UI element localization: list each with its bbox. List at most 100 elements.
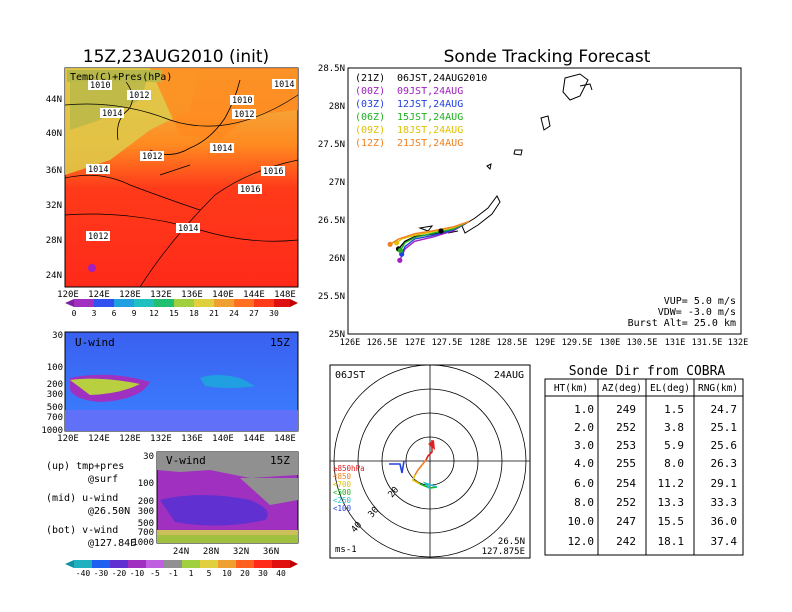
lon-tick: 124E xyxy=(88,290,110,300)
legend-code: (00Z) xyxy=(355,86,385,97)
table-title: Sonde Dir from COBRA xyxy=(569,364,726,379)
lon-tick: 136E xyxy=(181,434,203,444)
isobar-label: 1014 xyxy=(88,165,108,175)
table-cell: 3.0 xyxy=(574,439,594,452)
note-bot-1: (bot) v-wind xyxy=(46,525,118,536)
lon-tick: 130E xyxy=(600,338,620,348)
lat-tick: 28.5N xyxy=(318,64,345,74)
lat-tick: 36N xyxy=(263,547,279,557)
polar-panel: 20 30 40 06JST 24AUG ≥850hPa <850 <700 <… xyxy=(329,364,531,559)
p-tick: 30 xyxy=(52,331,63,341)
isobar-labels: 1010 1012 1014 1010 1012 1014 1014 1012 … xyxy=(86,79,296,242)
level-label: <250 xyxy=(333,496,352,505)
level-label: ≥850hPa xyxy=(333,464,365,473)
colorbar-label: 1 xyxy=(189,569,194,578)
table-cell: 11.2 xyxy=(658,477,685,490)
polar-level-legend: ≥850hPa <850 <700 <500 <250 <100 xyxy=(333,464,365,513)
isobar-line xyxy=(64,174,201,211)
table-panel: Sonde Dir from COBRA HT(km) AZ(deg) EL(d… xyxy=(544,364,744,556)
lat-tick: 40N xyxy=(46,129,62,139)
cold-spot xyxy=(88,264,96,272)
lat-tick: 26N xyxy=(329,254,345,264)
table-row: 10.0 247 15.5 36.0 xyxy=(568,515,738,528)
colorbar-label: 15 xyxy=(169,309,179,318)
table-cell: 18.1 xyxy=(658,535,685,548)
colorbar-label: 20 xyxy=(240,569,250,578)
p-tick: 100 xyxy=(47,363,63,373)
colorbar-label: -1 xyxy=(168,569,178,578)
vwind-core xyxy=(160,495,268,526)
p-tick: 200 xyxy=(47,380,63,390)
colorbar-label: 5 xyxy=(207,569,212,578)
table-cell: 8.0 xyxy=(664,457,684,470)
table-cell: 6.0 xyxy=(574,477,594,490)
legend-label: 15JST,24AUG xyxy=(397,112,463,123)
uwind-panel: U-wind 15Z 30 100 200 300 500 700 1000 1… xyxy=(41,331,299,444)
lon-tick: 120E xyxy=(57,434,79,444)
track-title: Sonde Tracking Forecast xyxy=(444,47,651,67)
p-tick: 700 xyxy=(47,413,63,423)
note-bot-2: @127.84E xyxy=(88,538,136,549)
landing-point xyxy=(387,241,393,247)
isobar-label: 1010 xyxy=(90,81,110,91)
polar-unit: ms-1 xyxy=(335,545,357,555)
vwind-time: 15Z xyxy=(270,454,290,467)
lat-tick: 26.5N xyxy=(318,216,345,226)
lon-tick: 132E xyxy=(728,338,748,348)
table-row: 6.0 254 11.2 29.1 xyxy=(574,477,737,490)
hodograph-upper xyxy=(389,460,405,474)
vwind-title: V-wind xyxy=(166,454,206,467)
lon-tick: 148E xyxy=(274,434,296,444)
lon-tick: 148E xyxy=(274,290,296,300)
level-label: <700 xyxy=(333,480,352,489)
p-tick: 700 xyxy=(138,528,154,538)
lon-tick: 126.5E xyxy=(367,338,398,348)
isobar-label: 1012 xyxy=(88,232,108,242)
table-header-cell: EL(deg) xyxy=(650,383,690,394)
lon-tick: 129.5E xyxy=(562,338,593,348)
legend-label: 06JST,24AUG2010 xyxy=(397,73,487,84)
table-cell: 33.3 xyxy=(711,496,738,509)
table-cell: 255 xyxy=(616,457,636,470)
table-row: 2.0 252 3.8 25.1 xyxy=(574,421,737,434)
vwind-neutral xyxy=(240,478,298,505)
p-tick: 1000 xyxy=(132,538,154,548)
table-cell: 253 xyxy=(616,439,636,452)
table-cell: 254 xyxy=(616,477,636,490)
mild-region xyxy=(150,68,298,140)
lat-tick: 32N xyxy=(46,201,62,211)
uwind-time: 15Z xyxy=(270,336,290,349)
colorbar-label: 24 xyxy=(229,309,239,318)
legend-label: 18JST,24AUG xyxy=(397,125,463,136)
table-row: 4.0 255 8.0 26.3 xyxy=(574,457,737,470)
table-cell: 37.4 xyxy=(711,535,738,548)
table-cell: 3.8 xyxy=(664,421,684,434)
table-cell: 252 xyxy=(616,496,636,509)
polar-date: 24AUG xyxy=(494,370,524,381)
uwind-p-ticks: 30 100 200 300 500 700 1000 xyxy=(41,331,63,436)
colorbar-label: -20 xyxy=(112,569,127,578)
colorbar-label: -5 xyxy=(150,569,160,578)
island-outline xyxy=(486,163,492,171)
legend-code: (21Z) xyxy=(355,73,385,84)
track-plot-area xyxy=(347,67,742,335)
level-label: <850 xyxy=(333,472,352,481)
island-outline xyxy=(418,225,459,234)
colorbar-label: 21 xyxy=(209,309,219,318)
lon-tick: 131.5E xyxy=(692,338,723,348)
map-lon-ticks: 120E 124E 128E 132E 136E 140E 144E 148E xyxy=(57,290,296,300)
colorbar-label: 30 xyxy=(269,309,279,318)
table-row: 8.0 252 13.3 33.3 xyxy=(574,496,737,509)
table-frame xyxy=(544,378,744,556)
table-cell: 10.0 xyxy=(568,515,595,528)
lat-tick: 44N xyxy=(46,95,62,105)
hodograph-100 xyxy=(422,481,438,490)
note-up-2: @surf xyxy=(88,474,118,485)
table-cell: 242 xyxy=(616,535,636,548)
isobar-label: 1014 xyxy=(178,224,198,234)
isobar-label: 1016 xyxy=(263,167,283,177)
lat-tick: 25.5N xyxy=(318,292,345,302)
lon-tick: 144E xyxy=(243,434,265,444)
colorbar-label: 9 xyxy=(132,309,137,318)
polar-time: 06JST xyxy=(335,370,365,381)
